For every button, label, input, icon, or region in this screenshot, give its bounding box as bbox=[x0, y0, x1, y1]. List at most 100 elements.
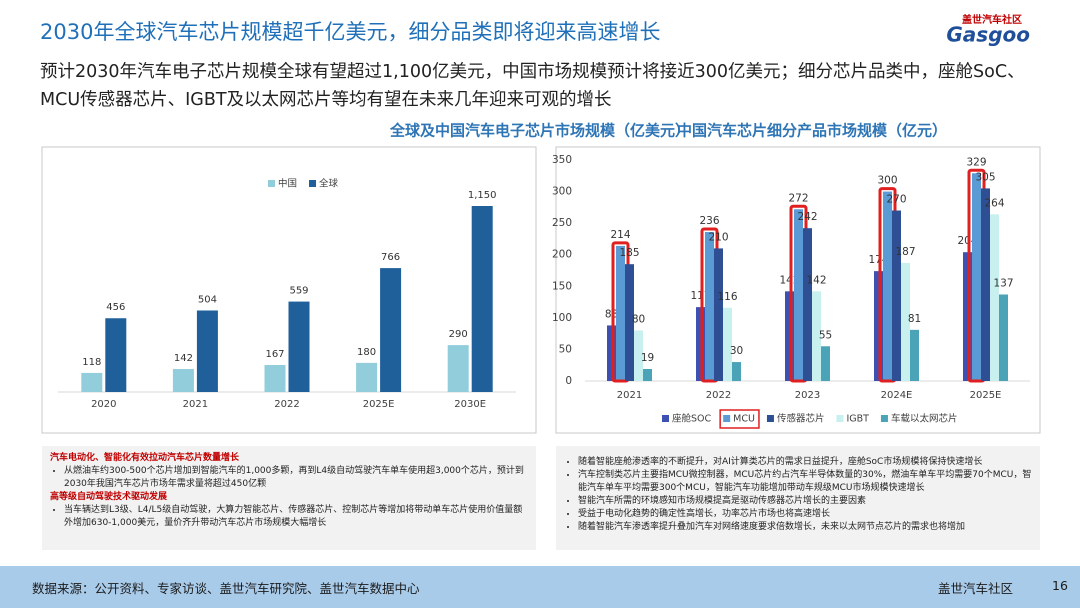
bar bbox=[794, 209, 803, 381]
logo-text: 盖世汽车社区 bbox=[962, 13, 1022, 26]
y-tick-label: 300 bbox=[552, 186, 572, 198]
y-tick-label: 50 bbox=[559, 343, 572, 355]
value-label: 305 bbox=[975, 171, 995, 183]
bar bbox=[723, 307, 732, 381]
source-note: 数据来源：公开资料、专家访谈、盖世汽车研究院、盖世汽车数据中心 bbox=[32, 581, 420, 596]
bar bbox=[625, 264, 634, 381]
bar bbox=[812, 291, 821, 381]
bar bbox=[264, 364, 286, 392]
y-tick-label: 200 bbox=[552, 249, 572, 261]
note-bullet: 当车辆达到L3级、L4/L5级自动驾驶，大算力智能芯片、传感器芯片、控制芯片等增… bbox=[64, 504, 530, 530]
value-label: 187 bbox=[895, 246, 915, 258]
legend-swatch bbox=[662, 415, 669, 422]
legend-swatch bbox=[268, 180, 275, 187]
notes-box bbox=[42, 446, 536, 550]
bar bbox=[910, 329, 919, 381]
value-label: 30 bbox=[730, 345, 743, 357]
bar bbox=[447, 345, 469, 392]
logo-mark: Gasgoo bbox=[946, 23, 1030, 47]
page-number: 16 bbox=[1052, 578, 1068, 593]
value-label: 236 bbox=[699, 215, 719, 227]
legend-swatch bbox=[880, 415, 888, 422]
value-label: 290 bbox=[449, 329, 468, 340]
x-tick-label: 2021 bbox=[617, 390, 642, 401]
value-label: 19 bbox=[641, 352, 654, 364]
value-label: 272 bbox=[788, 192, 808, 204]
value-label: 167 bbox=[265, 349, 284, 360]
bar bbox=[196, 310, 218, 392]
note-heading: 汽车电动化、智能化有效拉动汽车芯片数量增长 bbox=[50, 453, 240, 463]
value-label: 81 bbox=[908, 313, 921, 325]
value-label: 210 bbox=[708, 231, 728, 243]
chart-title: 中国汽车芯片细分产品市场规模（亿元） bbox=[677, 122, 947, 140]
bar bbox=[616, 245, 625, 381]
x-tick-label: 2022 bbox=[274, 399, 299, 410]
bar bbox=[714, 248, 723, 381]
value-label: 116 bbox=[717, 291, 737, 303]
bar bbox=[901, 262, 910, 381]
bar bbox=[821, 346, 830, 381]
note-bullet: 从燃油车约300-500个芯片增加到智能汽车的1,000多颗，再到L4级自动驾驶… bbox=[64, 465, 530, 491]
bar bbox=[105, 318, 127, 392]
legend-label: 全球 bbox=[319, 178, 339, 190]
x-tick-label: 2024E bbox=[881, 390, 913, 401]
note-bullet: 受益于电动化趋势的确定性高增长，功率芯片市场也将高速增长 bbox=[578, 508, 1034, 521]
legend-label: 座舱SOC bbox=[672, 413, 712, 425]
value-label: 142 bbox=[806, 274, 826, 286]
value-label: 242 bbox=[797, 211, 817, 223]
bar bbox=[356, 362, 378, 392]
bar bbox=[883, 191, 892, 381]
legend-label: 车载以太网芯片 bbox=[891, 413, 958, 425]
legend-swatch bbox=[309, 180, 317, 187]
value-label: 80 bbox=[632, 313, 645, 325]
bar bbox=[81, 372, 103, 392]
value-label: 766 bbox=[381, 252, 400, 263]
slide-title: 2030年全球汽车芯片规模超千亿美元，细分品类即将迎来高速增长 bbox=[40, 20, 661, 44]
footer-band bbox=[0, 566, 1080, 608]
x-tick-label: 2025E bbox=[363, 399, 395, 410]
bar bbox=[288, 301, 310, 392]
footer-brand: 盖世汽车社区 bbox=[938, 581, 1014, 596]
x-tick-label: 2022 bbox=[706, 390, 731, 401]
value-label: 214 bbox=[610, 229, 630, 241]
highlight-box bbox=[719, 409, 760, 429]
chart-frame bbox=[555, 146, 1041, 434]
legend-swatch bbox=[836, 415, 844, 422]
note-bullet: 随着智能汽车渗透率提升叠加汽车对网络速度要求倍数增长，未来以太网节点芯片的需求也… bbox=[578, 521, 1034, 534]
note-list: 随着智能座舱渗透率的不断提升，对AI计算类芯片的需求日益提升，座舱SoC市场规模… bbox=[564, 456, 1034, 534]
bar bbox=[471, 206, 493, 392]
y-tick-label: 0 bbox=[565, 375, 572, 387]
note-bullet: 汽车控制类芯片主要指MCU微控制器，MCU芯片约占汽车半导体数量的30%，燃油车… bbox=[578, 469, 1034, 495]
note-list: 从燃油车约300-500个芯片增加到智能汽车的1,000多颗，再到L4级自动驾驶… bbox=[50, 465, 530, 491]
value-label: 456 bbox=[106, 302, 125, 313]
value-label: 559 bbox=[289, 286, 308, 297]
bar bbox=[705, 231, 714, 381]
x-tick-label: 2023 bbox=[795, 390, 820, 401]
chart-frame bbox=[41, 146, 537, 434]
y-tick-label: 350 bbox=[552, 154, 572, 166]
value-label: 118 bbox=[82, 357, 101, 368]
bar bbox=[380, 268, 402, 392]
bar bbox=[892, 210, 901, 381]
value-label: 504 bbox=[198, 294, 217, 305]
value-label: 329 bbox=[966, 156, 986, 168]
legend-swatch bbox=[766, 415, 774, 422]
value-label: 264 bbox=[984, 197, 1004, 209]
x-tick-label: 2021 bbox=[183, 399, 208, 410]
bar bbox=[172, 369, 194, 392]
x-tick-label: 2020 bbox=[91, 399, 116, 410]
bar bbox=[990, 214, 999, 381]
note-list: 当车辆达到L3级、L4/L5级自动驾驶，大算力智能芯片、传感器芯片、控制芯片等增… bbox=[50, 504, 530, 530]
notes-right: 随着智能座舱渗透率的不断提升，对AI计算类芯片的需求日益提升，座舱SoC市场规模… bbox=[564, 456, 1034, 534]
notes-box bbox=[556, 446, 1040, 550]
x-tick-label: 2030E bbox=[454, 399, 486, 410]
value-label: 137 bbox=[993, 277, 1013, 289]
legend-label: IGBT bbox=[846, 414, 869, 425]
bar bbox=[803, 228, 812, 381]
notes-left: 汽车电动化、智能化有效拉动汽车芯片数量增长从燃油车约300-500个芯片增加到智… bbox=[50, 452, 530, 530]
value-label: 270 bbox=[886, 194, 906, 206]
bar bbox=[634, 330, 643, 381]
value-label: 180 bbox=[357, 347, 376, 358]
